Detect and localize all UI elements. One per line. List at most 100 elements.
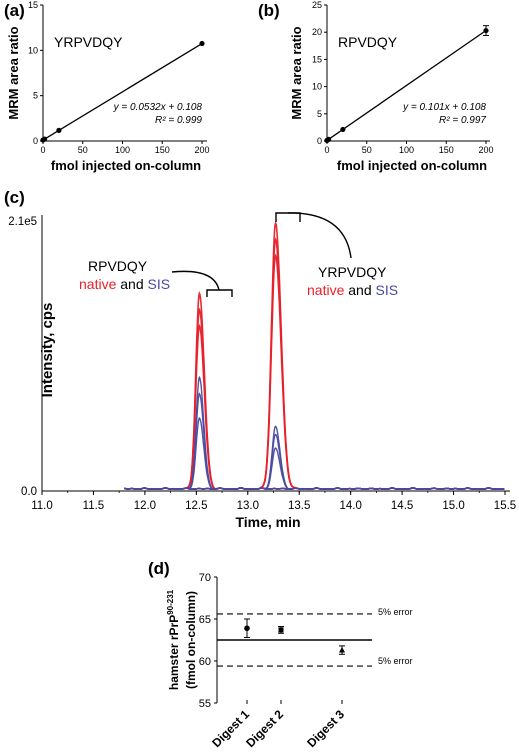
c-x-tick-label: 13.0 [237,500,259,512]
d-y-tick-label: 60 [199,656,211,668]
c-x-tick-label: 11.5 [83,500,105,512]
annotation-rpvdqy-and: and [120,276,143,292]
b-x-tick-label: 200 [478,145,493,155]
a-data-point [56,127,62,133]
panel-a-plot [40,40,205,143]
panel-d-y-axis-title-line1: hamster rPrP90-231 [166,589,181,690]
a-x-tick-label: 200 [194,145,209,155]
b-x-tick-label: 100 [399,145,414,155]
a-y-tick-label: 15 [28,0,38,10]
b-y-tick-label: 0 [317,136,322,146]
d-y-tick-label: 70 [199,572,211,584]
a-data-point [41,136,48,142]
panel-c: (c) 2.1e5 0.0 11.0 11.5 12.0 12.5 13.0 13.5 14… [4,188,516,530]
annotation-yrpvdqy-sis: SIS [376,282,399,298]
b-x-tick-label: 50 [362,145,372,155]
b-data-point [483,27,489,34]
panel-a: (a) 0 50 100 150 200 0 5 10 15 YRPVDQY y = 0.053… [4,0,210,173]
annotation-rpvdqy-sis: SIS [148,276,171,292]
panel-b-y-axis-title: MRM area ratio [289,26,304,119]
c-x-tick-label: 13.5 [288,500,310,512]
annotation-yrpvdqy-legend: native and SIS [307,282,398,298]
panel-b-label: (b) [258,1,280,20]
sis-peak-trace-1 [124,416,505,490]
sis-peak-trace-2 [124,447,505,490]
a-x-tick-label: 150 [155,145,170,155]
annotation-rpvdqy-name: RPVDQY [88,258,148,274]
a-y-tick-label: 5 [33,91,38,101]
panel-c-y-max-label: 2.1e5 [8,216,37,228]
panel-c-label: (c) [4,188,25,207]
b-y-tick-label: 25 [312,0,322,10]
d-category-label: Digest 2 [243,707,286,750]
a-x-tick-label: 100 [115,145,130,155]
c-x-tick-label: 12.5 [185,500,207,512]
panel-b-equation: y = 0.101x + 0.108 [402,102,486,113]
d-y-tick-label: 55 [199,698,211,710]
sis-peak-trace-1 [124,375,505,490]
panel-b: (b) 0 50 100 150 200 0 5 10 15 20 25 RPVDQY y = 0.… [258,0,494,173]
b-data-point [325,136,332,142]
panel-c-y-axis-title: Intensity, cps [39,303,56,398]
b-y-tick-label: 20 [312,27,322,37]
b-data-point [340,126,346,133]
annotation-yrpvdqy-leader [287,212,352,259]
panel-c-y-min-label: 0.0 [21,486,37,498]
panel-d-y-axis-superscript: 90-231 [166,589,175,614]
native-peak-trace-2 [124,220,505,490]
panel-b-x-axis-title: fmol injected on-column [337,158,487,173]
b-y-tick-label: 15 [312,54,322,64]
b-y-tick-label: 10 [312,82,322,92]
c-x-tick-label: 14.0 [339,500,361,512]
panel-d-label: (d) [148,559,170,578]
native-peak-trace-1 [124,323,505,490]
d-category-label: Digest 3 [304,707,347,750]
c-x-tick-label: 12.0 [134,500,156,512]
annotation-yrpvdqy-and: and [348,282,371,298]
panel-a-ticks: 0 50 100 150 200 0 5 10 15 [28,0,210,155]
d-data-point-triangle [339,646,345,653]
sis-peak-trace-1 [124,392,505,490]
panel-d-upper-error-label: 5% error [378,607,413,617]
a-x-tick-label: 50 [78,145,88,155]
panel-b-r-squared: R² = 0.997 [439,115,486,126]
panel-a-x-axis-title: fmol injected on-column [51,158,201,173]
c-x-tick-label: 15.0 [442,500,464,512]
a-y-tick-label: 0 [33,136,38,146]
panel-c-x-axis-title: Time, min [235,514,300,530]
annotation-yrpvdqy-name: YRPVDQY [318,264,387,280]
c-x-tick-label: 15.5 [494,500,516,512]
annotation-yrpvdqy-bracket [275,212,301,222]
annotation-yrpvdqy-native: native [307,282,345,298]
d-y-tick-label: 65 [199,614,211,626]
panel-b-plot [324,25,489,144]
b-x-tick-label: 150 [439,145,454,155]
panel-c-plot [124,220,505,490]
panel-a-label: (a) [4,1,25,20]
d-data-point-circle [244,625,250,632]
sis-peak-trace-2 [124,425,505,490]
c-x-tick-label: 14.5 [391,500,413,512]
annotation-rpvdqy-leader [171,270,220,291]
a-x-tick-label: 0 [40,145,45,155]
panel-a-r-squared: R² = 0.999 [155,115,202,126]
b-y-tick-label: 5 [317,109,322,119]
a-data-point [199,40,205,47]
panel-a-equation: y = 0.0532x + 0.108 [113,102,203,113]
native-peak-trace-1 [124,307,505,490]
c-x-tick-label: 11.0 [31,500,53,512]
d-data-point-square [278,627,284,633]
a-fit-line [42,42,203,141]
annotation-rpvdqy-legend: native and SIS [79,276,170,292]
panel-a-y-axis-title: MRM area ratio [6,26,21,119]
annotation-rpvdqy-native: native [79,276,117,292]
annotation-rpvdqy-bracket [206,289,233,297]
native-peak-trace-1 [124,291,505,490]
native-peak-trace-2 [124,237,505,490]
panel-d-plot [217,613,372,667]
b-fit-line [326,29,487,141]
sis-peak-trace-2 [124,433,505,490]
panel-c-ticks: 11.0 11.5 12.0 12.5 13.0 13.5 14.0 14.5 15.0 15.5 [31,491,516,512]
